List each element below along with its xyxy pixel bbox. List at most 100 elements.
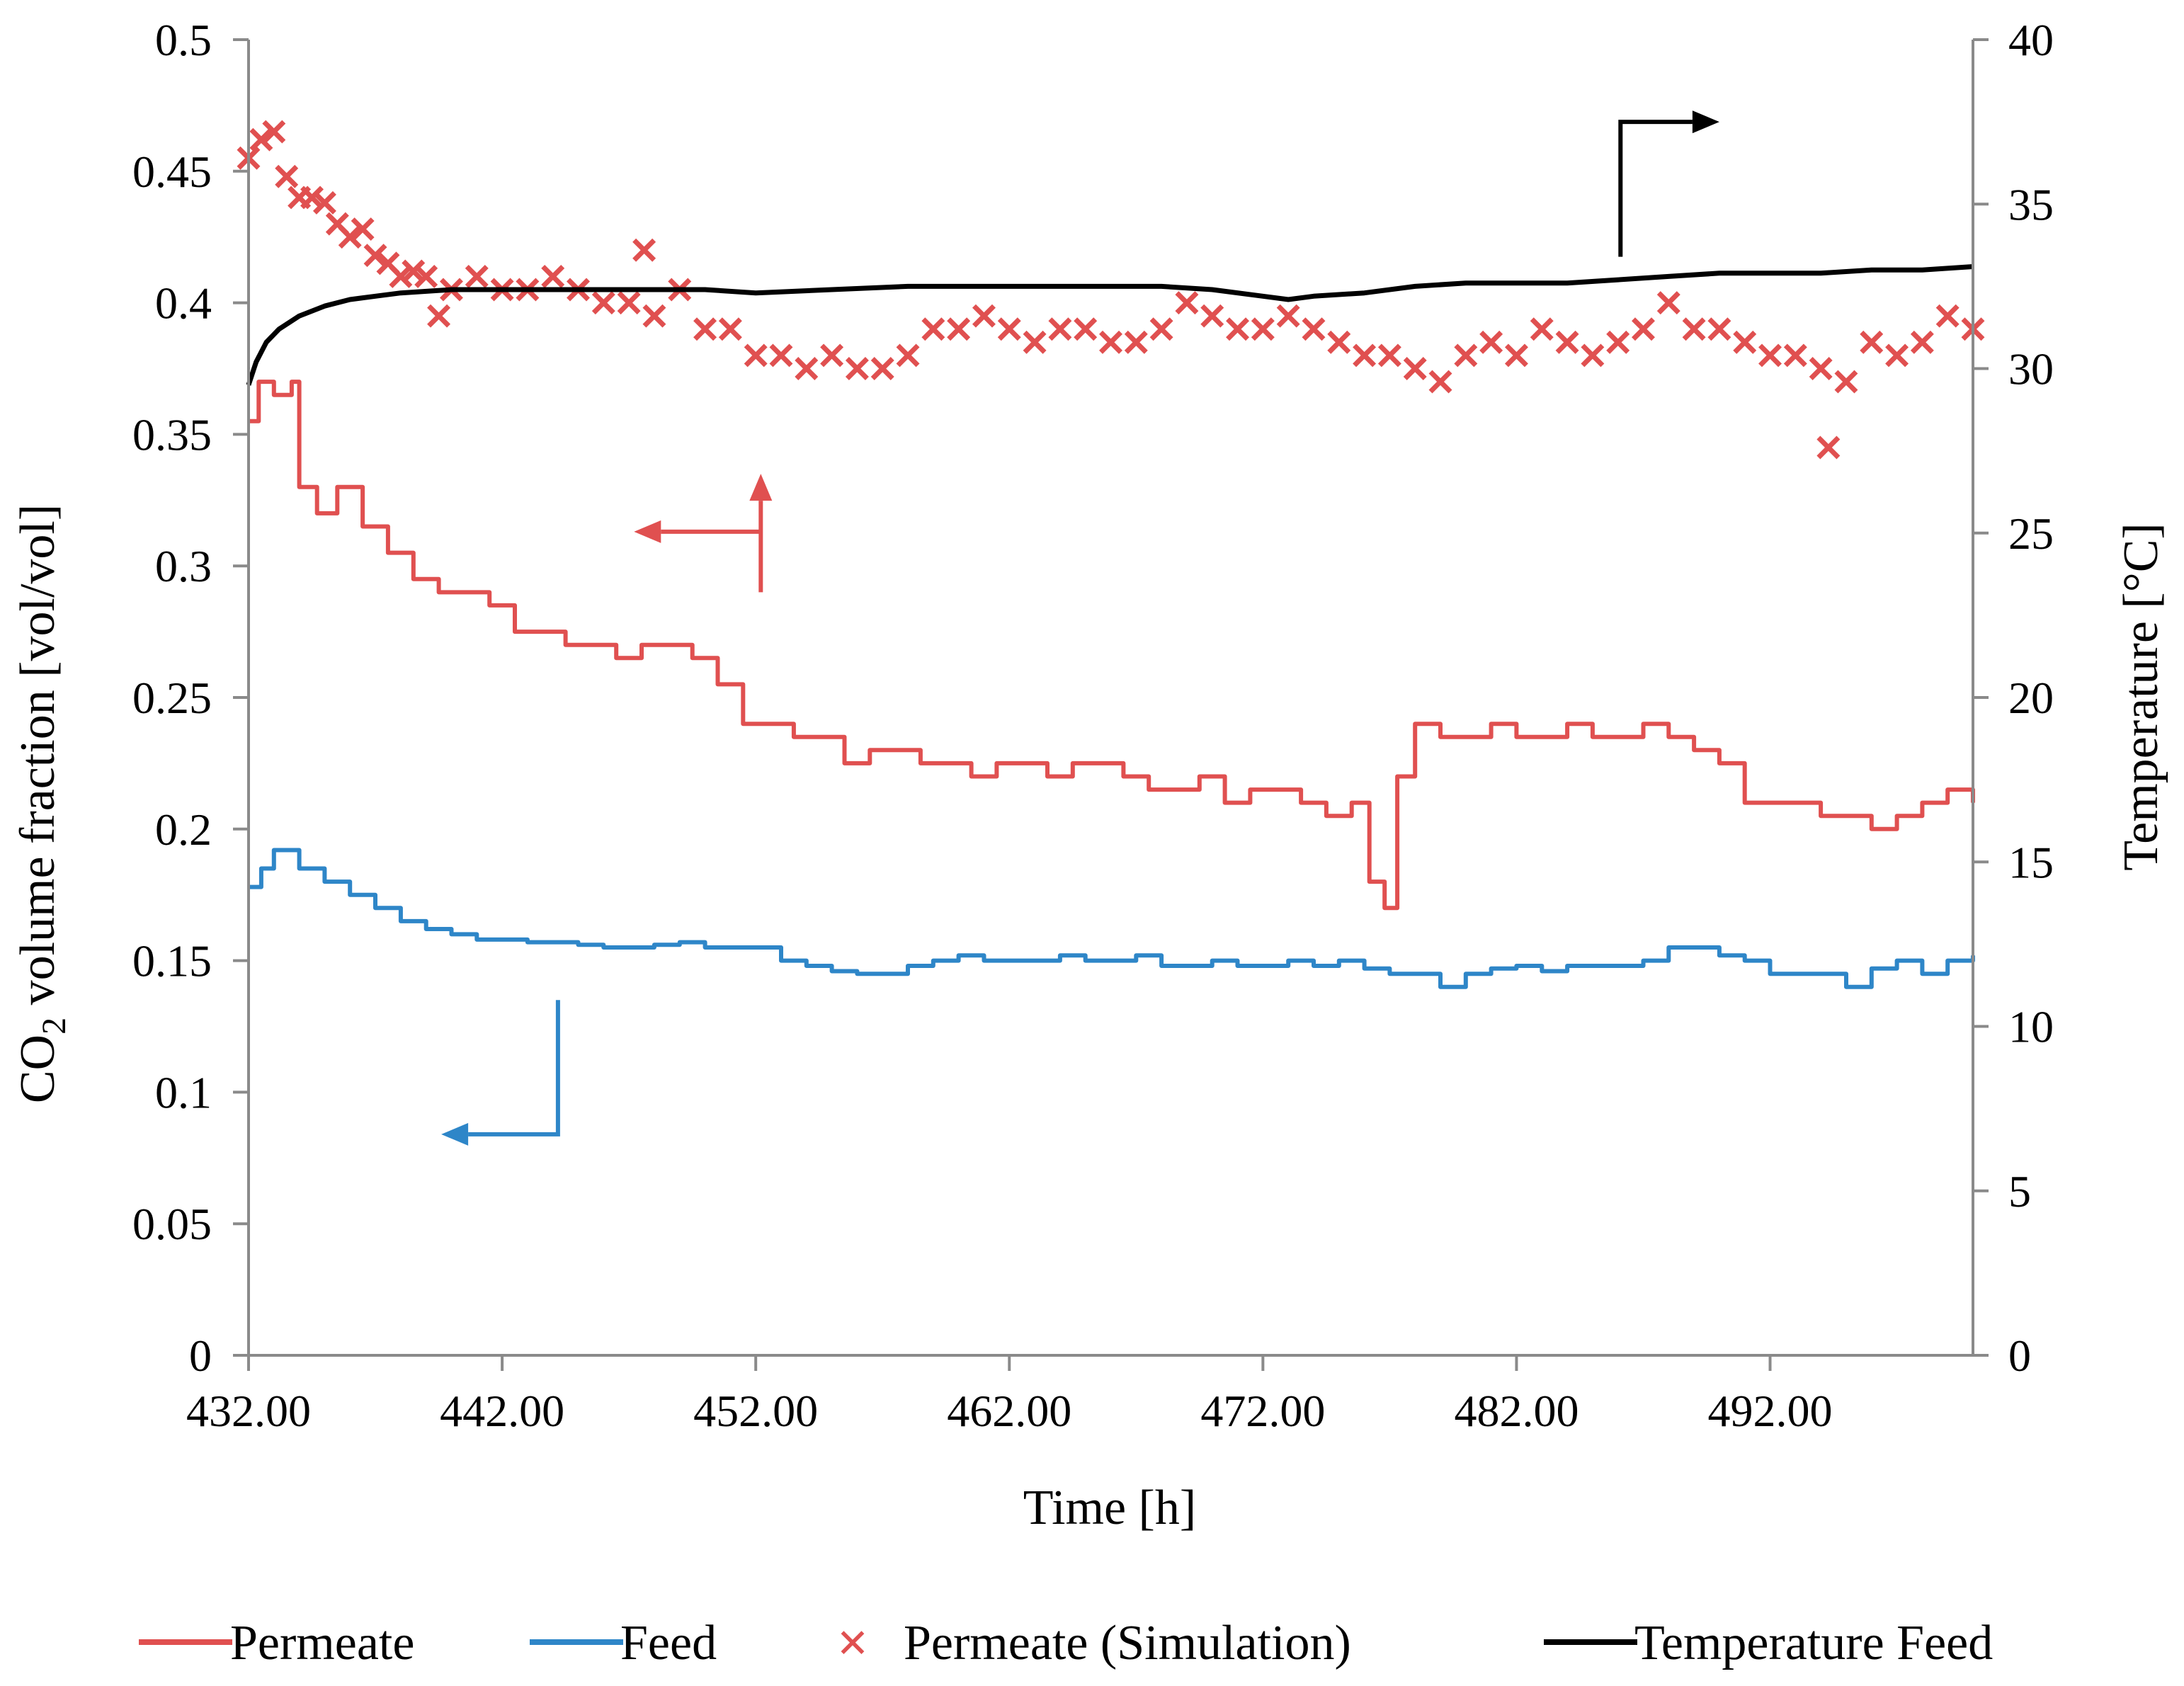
scatter-point-permeate-simulation: [1327, 330, 1351, 354]
y-left-tick-label: 0.1: [155, 1067, 212, 1117]
legend-item-permeate: Permeate: [139, 1616, 414, 1670]
y-axis-left-title-rest: volume fraction [vol/vol]: [11, 504, 65, 1018]
scatter-point-permeate-simulation: [642, 304, 666, 328]
scatter-point-permeate-simulation: [1606, 330, 1630, 354]
x-tick-label: 472.00: [1200, 1386, 1325, 1436]
annotation-arrow-head-icon: [1692, 110, 1719, 134]
scatter-point-permeate-simulation: [312, 190, 336, 215]
scatter-point-permeate-simulation: [351, 217, 375, 241]
scatter-point-permeate-simulation: [1124, 330, 1148, 354]
legend: Permeate Feed ✕ Permeate (Simulation) Te…: [139, 1616, 1993, 1670]
scatter-point-permeate-simulation: [541, 264, 565, 288]
legend-item-permeate-simulation: ✕ Permeate (Simulation): [836, 1616, 1351, 1670]
y-left-tick-label: 0.4: [155, 278, 212, 329]
scatter-point-permeate-simulation: [1048, 317, 1072, 341]
scatter-point-permeate-simulation: [632, 238, 656, 262]
scatter-point-permeate-simulation: [1581, 343, 1605, 368]
x-tick-label: 442.00: [440, 1386, 564, 1436]
x-axis-title: Time [h]: [1023, 1481, 1196, 1535]
y-axis-right-title: Temperature [°C]: [2114, 523, 2168, 870]
scatter-point-permeate-simulation: [1504, 343, 1528, 368]
y-left-tick-label: 0.05: [132, 1199, 212, 1249]
y-left-tick-label: 0.2: [155, 804, 212, 855]
scatter-point-permeate-simulation: [1834, 370, 1858, 394]
y-right-tick-label: 35: [2008, 179, 2054, 229]
scatter-point-permeate-simulation: [693, 317, 717, 341]
scatter-point-permeate-simulation: [1377, 343, 1401, 368]
scatter-point-permeate-simulation: [1023, 330, 1047, 354]
x-tick-label: 432.00: [186, 1386, 311, 1436]
scatter-point-permeate-simulation: [1816, 435, 1841, 460]
scatter-point-permeate-simulation: [1403, 357, 1427, 380]
scatter-point-permeate-simulation: [744, 343, 768, 368]
scatter-point-permeate-simulation: [1910, 330, 1934, 354]
y-left-tick-label: 0.3: [155, 541, 212, 591]
y-left-tick-label: 0.5: [155, 15, 212, 65]
annotation-arrow-shaft: [468, 1000, 560, 1137]
scatter-point-permeate-simulation: [617, 291, 641, 315]
x-tick-label: 482.00: [1454, 1386, 1579, 1436]
scatter-point-permeate-simulation: [1479, 330, 1503, 354]
scatter-point-permeate-simulation: [1302, 317, 1326, 341]
series-points-permeate-simulation: [237, 120, 1985, 460]
legend-label-permeate: Permeate: [230, 1616, 414, 1670]
scatter-point-permeate-simulation: [769, 343, 793, 368]
y-right-tick-label: 0: [2008, 1331, 2031, 1381]
scatter-point-permeate-simulation: [845, 357, 869, 380]
scatter-point-permeate-simulation: [1149, 317, 1173, 341]
scatter-point-permeate-simulation: [1200, 304, 1224, 328]
y-right-tick-label: 40: [2008, 15, 2054, 65]
scatter-point-permeate-simulation: [820, 343, 844, 368]
scatter-point-permeate-simulation: [1074, 317, 1098, 341]
y-left-tick-label: 0.35: [132, 409, 212, 460]
scatter-point-permeate-simulation: [1783, 343, 1807, 368]
y-right-tick-label: 30: [2008, 344, 2054, 394]
scatter-point-permeate-simulation: [1935, 304, 1960, 328]
scatter-point-permeate-simulation: [795, 357, 819, 380]
axes-layer: 432.00 442.00 452.00 462.00 472.00 482.00 492.…: [132, 15, 2054, 1436]
x-tick-label: 452.00: [693, 1386, 818, 1436]
legend-item-temperature-feed: Temperature Feed: [1544, 1616, 1993, 1670]
scatter-point-permeate-simulation: [896, 343, 920, 368]
scatter-point-permeate-simulation: [363, 244, 387, 268]
scatter-point-permeate-simulation: [1454, 343, 1478, 368]
scatter-point-permeate-simulation: [972, 304, 996, 328]
y-axis-left-title-main: CO: [11, 1035, 65, 1103]
scatter-point-permeate-simulation: [338, 225, 362, 249]
annotation-arrow-shaft: [1618, 120, 1693, 257]
series-line-permeate: [249, 380, 1975, 911]
scatter-point-permeate-simulation: [402, 259, 426, 283]
y-right-tick-label: 15: [2008, 837, 2054, 887]
scatter-point-permeate-simulation: [1428, 370, 1452, 394]
scatter-point-permeate-simulation: [1758, 343, 1782, 368]
scatter-point-permeate-simulation: [465, 264, 489, 288]
scatter-point-permeate-simulation: [591, 291, 615, 315]
scatter-point-permeate-simulation: [997, 317, 1021, 341]
scatter-point-permeate-simulation: [1226, 317, 1250, 341]
scatter-point-permeate-simulation: [1276, 304, 1300, 328]
x-tick-label: 492.00: [1708, 1386, 1833, 1436]
scatter-point-permeate-simulation: [1656, 291, 1680, 315]
legend-item-feed: Feed: [530, 1616, 717, 1670]
y-left-tick-label: 0.25: [132, 673, 212, 723]
y-left-tick-label: 0.15: [132, 936, 212, 986]
scatter-point-permeate-simulation: [921, 317, 945, 341]
scatter-point-permeate-simulation: [427, 304, 451, 328]
scatter-point-permeate-simulation: [1353, 343, 1377, 368]
scatter-point-permeate-simulation: [1251, 317, 1275, 341]
y-left-tick-label: 0.45: [132, 147, 212, 197]
scatter-point-permeate-simulation: [1555, 330, 1579, 354]
scatter-point-permeate-simulation: [1632, 317, 1655, 341]
scatter-point-permeate-simulation: [249, 127, 273, 152]
annotation-arrow-head-icon: [749, 474, 773, 501]
scatter-point-permeate-simulation: [300, 186, 324, 210]
y-right-tick-label: 25: [2008, 508, 2054, 559]
scatter-point-permeate-simulation: [1530, 317, 1554, 341]
y-right-tick-label: 10: [2008, 1002, 2054, 1052]
y-right-tick-label: 5: [2008, 1166, 2031, 1217]
scatter-point-permeate-simulation: [275, 164, 299, 188]
legend-label-temperature-feed: Temperature Feed: [1634, 1616, 1993, 1670]
y-right-tick-label: 20: [2008, 673, 2054, 723]
